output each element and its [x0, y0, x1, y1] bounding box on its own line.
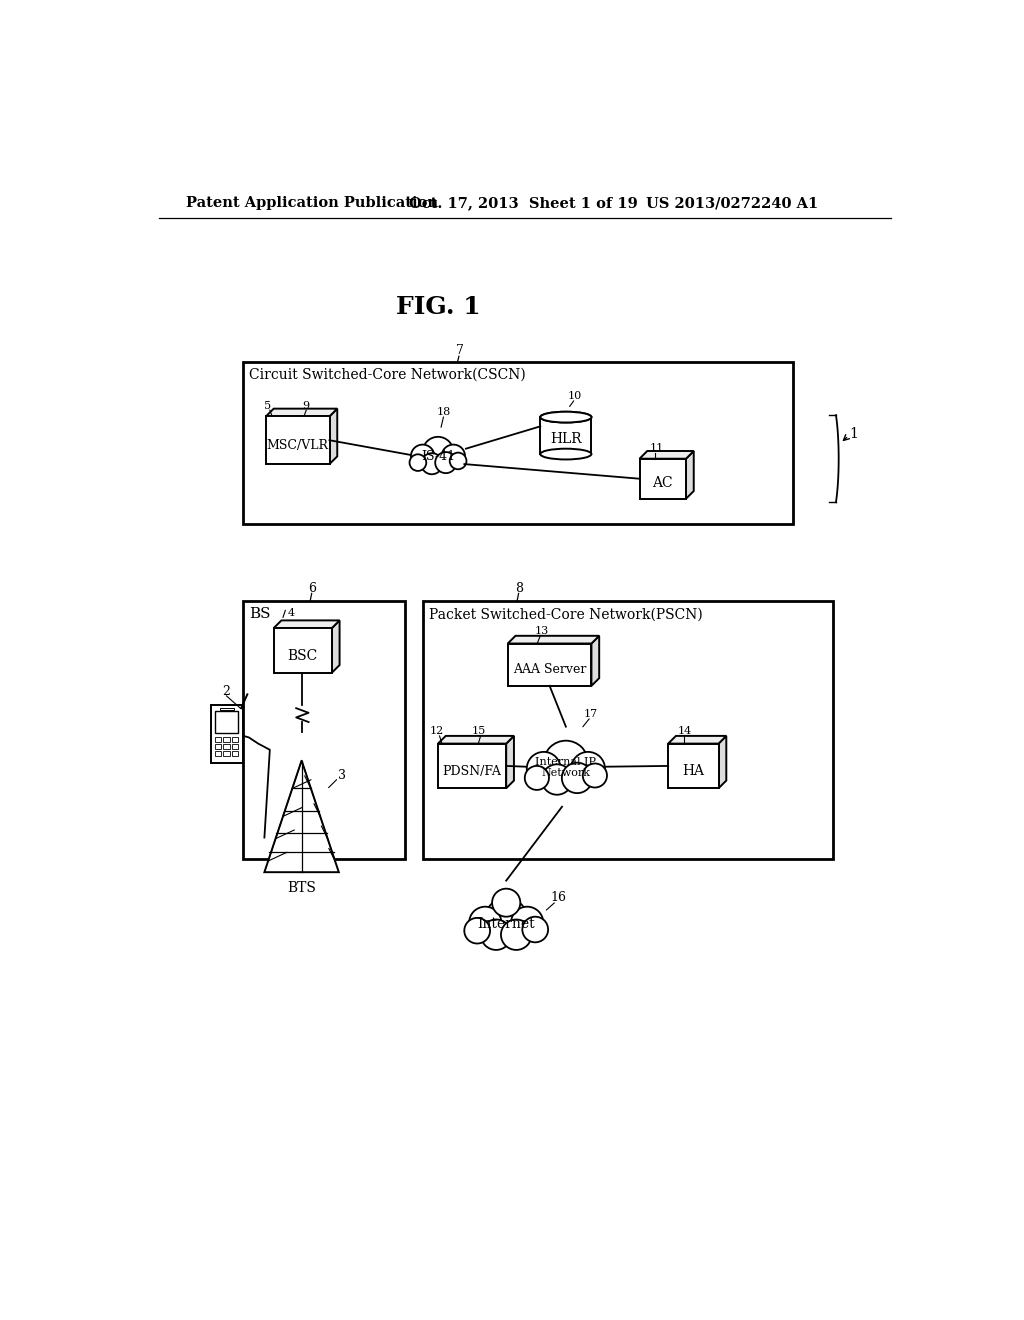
Text: 18: 18 — [437, 407, 452, 417]
Text: AC: AC — [652, 477, 673, 490]
Bar — [215, 738, 221, 742]
Circle shape — [511, 907, 544, 939]
Circle shape — [469, 907, 502, 939]
Text: IS-41: IS-41 — [421, 450, 455, 463]
Bar — [231, 744, 238, 748]
Text: Patent Application Publication: Patent Application Publication — [186, 197, 438, 210]
Bar — [211, 705, 244, 763]
Circle shape — [435, 451, 457, 473]
Circle shape — [526, 752, 560, 785]
Text: HLR: HLR — [550, 433, 582, 446]
Circle shape — [562, 763, 593, 793]
Text: 9: 9 — [303, 400, 310, 411]
Text: 7: 7 — [456, 345, 464, 358]
Text: US 2013/0272240 A1: US 2013/0272240 A1 — [646, 197, 818, 210]
Polygon shape — [273, 620, 340, 628]
Text: Packet Switched-Core Network(PSCN): Packet Switched-Core Network(PSCN) — [429, 607, 702, 622]
Bar — [423, 601, 834, 859]
Text: 16: 16 — [551, 891, 567, 904]
Bar — [231, 751, 238, 756]
Text: Oct. 17, 2013  Sheet 1 of 19: Oct. 17, 2013 Sheet 1 of 19 — [409, 197, 637, 210]
Text: FIG. 1: FIG. 1 — [395, 294, 480, 319]
Ellipse shape — [541, 412, 592, 422]
Text: PDSN/FA: PDSN/FA — [442, 764, 502, 777]
Circle shape — [464, 917, 490, 944]
Bar — [231, 738, 238, 742]
Circle shape — [411, 445, 434, 467]
Bar — [215, 751, 221, 756]
Text: 3: 3 — [338, 770, 346, 783]
Text: Circuit Switched-Core Network(CSCN): Circuit Switched-Core Network(CSCN) — [249, 368, 525, 381]
Circle shape — [501, 920, 531, 950]
Text: 15: 15 — [471, 726, 485, 737]
Polygon shape — [266, 409, 337, 416]
Circle shape — [410, 454, 426, 471]
Text: BTS: BTS — [287, 880, 316, 895]
Ellipse shape — [541, 412, 592, 422]
Circle shape — [481, 920, 511, 950]
Circle shape — [583, 763, 607, 788]
Bar — [508, 644, 592, 686]
Circle shape — [571, 752, 605, 785]
Text: 11: 11 — [649, 444, 664, 453]
Text: 2: 2 — [222, 685, 230, 698]
Text: 1: 1 — [850, 428, 858, 441]
Bar — [220, 708, 234, 710]
Polygon shape — [592, 636, 599, 686]
Text: 6: 6 — [308, 582, 316, 594]
Bar — [266, 416, 330, 465]
Circle shape — [542, 764, 572, 795]
Circle shape — [522, 916, 548, 942]
Bar — [438, 743, 506, 788]
Circle shape — [493, 888, 520, 916]
Polygon shape — [506, 737, 514, 788]
Polygon shape — [719, 737, 726, 788]
Text: 10: 10 — [568, 391, 583, 400]
Bar — [215, 744, 221, 748]
Text: 17: 17 — [584, 709, 598, 719]
Bar — [215, 711, 238, 733]
Circle shape — [485, 898, 527, 940]
Polygon shape — [640, 451, 693, 459]
Bar — [223, 751, 229, 756]
Circle shape — [524, 766, 549, 789]
Text: 12: 12 — [429, 726, 443, 737]
Polygon shape — [669, 737, 726, 743]
Bar — [243, 601, 406, 859]
Text: MSC/VLR: MSC/VLR — [266, 440, 329, 453]
Text: 5: 5 — [264, 400, 271, 411]
Polygon shape — [332, 620, 340, 673]
Text: AAA Server: AAA Server — [513, 663, 587, 676]
Bar — [669, 743, 719, 788]
Bar — [541, 417, 592, 454]
Circle shape — [423, 437, 454, 467]
Polygon shape — [330, 409, 337, 465]
Polygon shape — [508, 636, 599, 644]
Text: 14: 14 — [678, 726, 692, 737]
Circle shape — [450, 453, 467, 470]
Text: 8: 8 — [515, 582, 523, 594]
Circle shape — [441, 445, 465, 467]
Circle shape — [544, 741, 588, 784]
Bar — [640, 459, 686, 499]
Ellipse shape — [541, 449, 592, 459]
Text: BSC: BSC — [288, 649, 317, 663]
Bar — [223, 744, 229, 748]
Text: Internet: Internet — [477, 917, 535, 931]
Text: Internal IP: Internal IP — [536, 758, 596, 767]
Bar — [243, 363, 793, 524]
Text: Network: Network — [542, 768, 591, 777]
Bar — [273, 628, 332, 673]
Text: 13: 13 — [535, 626, 549, 636]
Text: 4: 4 — [287, 609, 294, 619]
Polygon shape — [686, 451, 693, 499]
Polygon shape — [264, 760, 339, 873]
Text: HA: HA — [682, 764, 703, 779]
Polygon shape — [438, 737, 514, 743]
Bar — [223, 738, 229, 742]
Text: BS: BS — [249, 607, 270, 622]
Circle shape — [421, 453, 442, 474]
